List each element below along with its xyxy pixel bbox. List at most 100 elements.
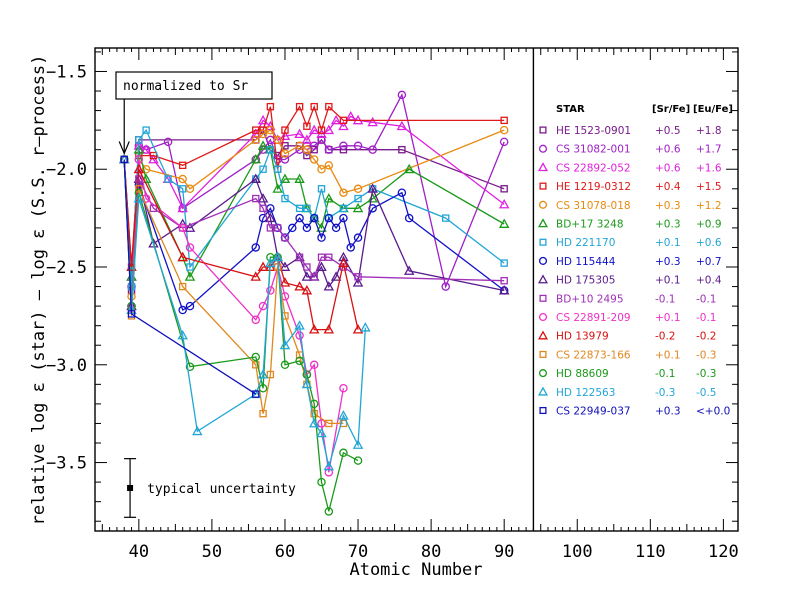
- data-point: [499, 137, 509, 147]
- data-point: [280, 149, 290, 158]
- x-tick-label: 110: [635, 542, 666, 562]
- data-point: [192, 425, 203, 436]
- data-point: [134, 155, 144, 164]
- data-point: [185, 243, 195, 252]
- data-point: [325, 419, 333, 428]
- legend-star-name: HE 1219-0312: [556, 181, 631, 193]
- data-point: [177, 251, 188, 262]
- series-line: [123, 128, 505, 287]
- legend-star-name: HD 115444: [556, 256, 616, 268]
- data-point: [259, 409, 267, 418]
- data-point: [346, 243, 355, 252]
- data-point: [257, 193, 269, 203]
- data-point: [266, 125, 275, 135]
- y-tick-label: −3.0: [46, 356, 87, 376]
- legend-marker: [538, 312, 548, 322]
- data-point: [141, 164, 151, 174]
- legend-sr-value: +0.3: [655, 200, 681, 212]
- data-point: [178, 282, 187, 291]
- normalization-annotation: normalized to Sr: [115, 71, 273, 156]
- legend-star-name: HD 13979: [556, 331, 609, 343]
- data-point: [353, 184, 363, 194]
- data-point: [352, 324, 364, 334]
- data-point: [498, 218, 510, 228]
- data-point: [303, 204, 311, 213]
- data-point: [184, 222, 196, 232]
- legend-eu-value: +0.9: [696, 219, 722, 231]
- data-point: [316, 222, 327, 232]
- legend-eu-value: +1.2: [696, 200, 722, 212]
- data-point: [149, 151, 158, 160]
- data-point: [323, 281, 335, 291]
- data-point: [324, 213, 334, 223]
- data-point: [323, 193, 335, 203]
- data-point: [294, 320, 305, 330]
- legend-marker: [537, 330, 549, 340]
- data-point: [135, 185, 143, 193]
- data-point: [309, 213, 319, 223]
- legend-sr-value: +0.3: [655, 219, 681, 231]
- y-tick-label: −3.5: [46, 454, 87, 474]
- legend-sr-value: +0.1: [655, 275, 681, 287]
- data-point: [252, 390, 260, 398]
- data-point: [279, 277, 291, 287]
- data-point: [339, 116, 348, 125]
- data-point: [360, 322, 371, 332]
- data-point: [258, 301, 268, 311]
- data-point: [339, 419, 348, 428]
- legend-eu-value: +1.7: [696, 144, 722, 156]
- data-point: [279, 130, 291, 140]
- data-point: [251, 352, 260, 362]
- data-point: [308, 124, 320, 135]
- data-point: [352, 439, 364, 449]
- series-11: [119, 155, 348, 477]
- data-point: [250, 153, 261, 164]
- annotation-text: normalized to Sr: [123, 79, 248, 94]
- legend-star-name: CS 31082-001: [556, 144, 631, 156]
- legend-marker: [537, 162, 549, 172]
- data-point: [500, 259, 508, 267]
- data-point: [288, 223, 297, 233]
- data-point: [338, 410, 349, 420]
- data-point: [295, 141, 304, 151]
- annotation-arrow-head: [118, 141, 130, 156]
- legend-eu-value: -0.3: [696, 349, 717, 361]
- data-point: [368, 145, 377, 154]
- data-point: [301, 378, 313, 389]
- legend-marker: [539, 294, 547, 302]
- data-point: [367, 116, 378, 127]
- legend-eu-value: +1.6: [696, 162, 722, 174]
- y-axis-label: relative log ε (star) – log ε (S.S. r–pr…: [29, 55, 49, 526]
- data-point: [303, 122, 311, 130]
- legend-marker: [539, 350, 547, 358]
- data-point: [258, 384, 268, 393]
- data-point: [251, 135, 260, 145]
- data-point: [324, 507, 334, 516]
- series-10: [120, 155, 508, 314]
- data-point: [252, 361, 260, 369]
- data-point: [251, 315, 260, 325]
- x-tick-label: 80: [421, 542, 441, 562]
- legend-sr-value: +0.3: [655, 256, 681, 268]
- data-point: [185, 362, 195, 371]
- data-point: [354, 194, 362, 203]
- legend-sr-value: +0.3: [655, 406, 681, 418]
- data-point: [142, 126, 150, 134]
- legend-eu-value: -0.3: [696, 368, 717, 380]
- uncertainty-label: typical uncertainty: [147, 482, 296, 497]
- legend-marker: [538, 369, 548, 378]
- data-point: [186, 263, 194, 271]
- annotation-box: [115, 71, 273, 100]
- legend-star-name: HD 122563: [556, 387, 615, 399]
- data-point: [500, 185, 508, 193]
- data-point: [281, 194, 289, 203]
- data-point: [323, 460, 335, 471]
- data-point: [134, 188, 144, 197]
- data-point: [266, 370, 275, 379]
- y-tick-label: −1.5: [46, 62, 87, 82]
- legend-star-name: BD+17 3248: [556, 219, 624, 231]
- data-point: [442, 214, 450, 222]
- data-point: [258, 129, 268, 139]
- legend-eu-value: +1.8: [696, 125, 722, 137]
